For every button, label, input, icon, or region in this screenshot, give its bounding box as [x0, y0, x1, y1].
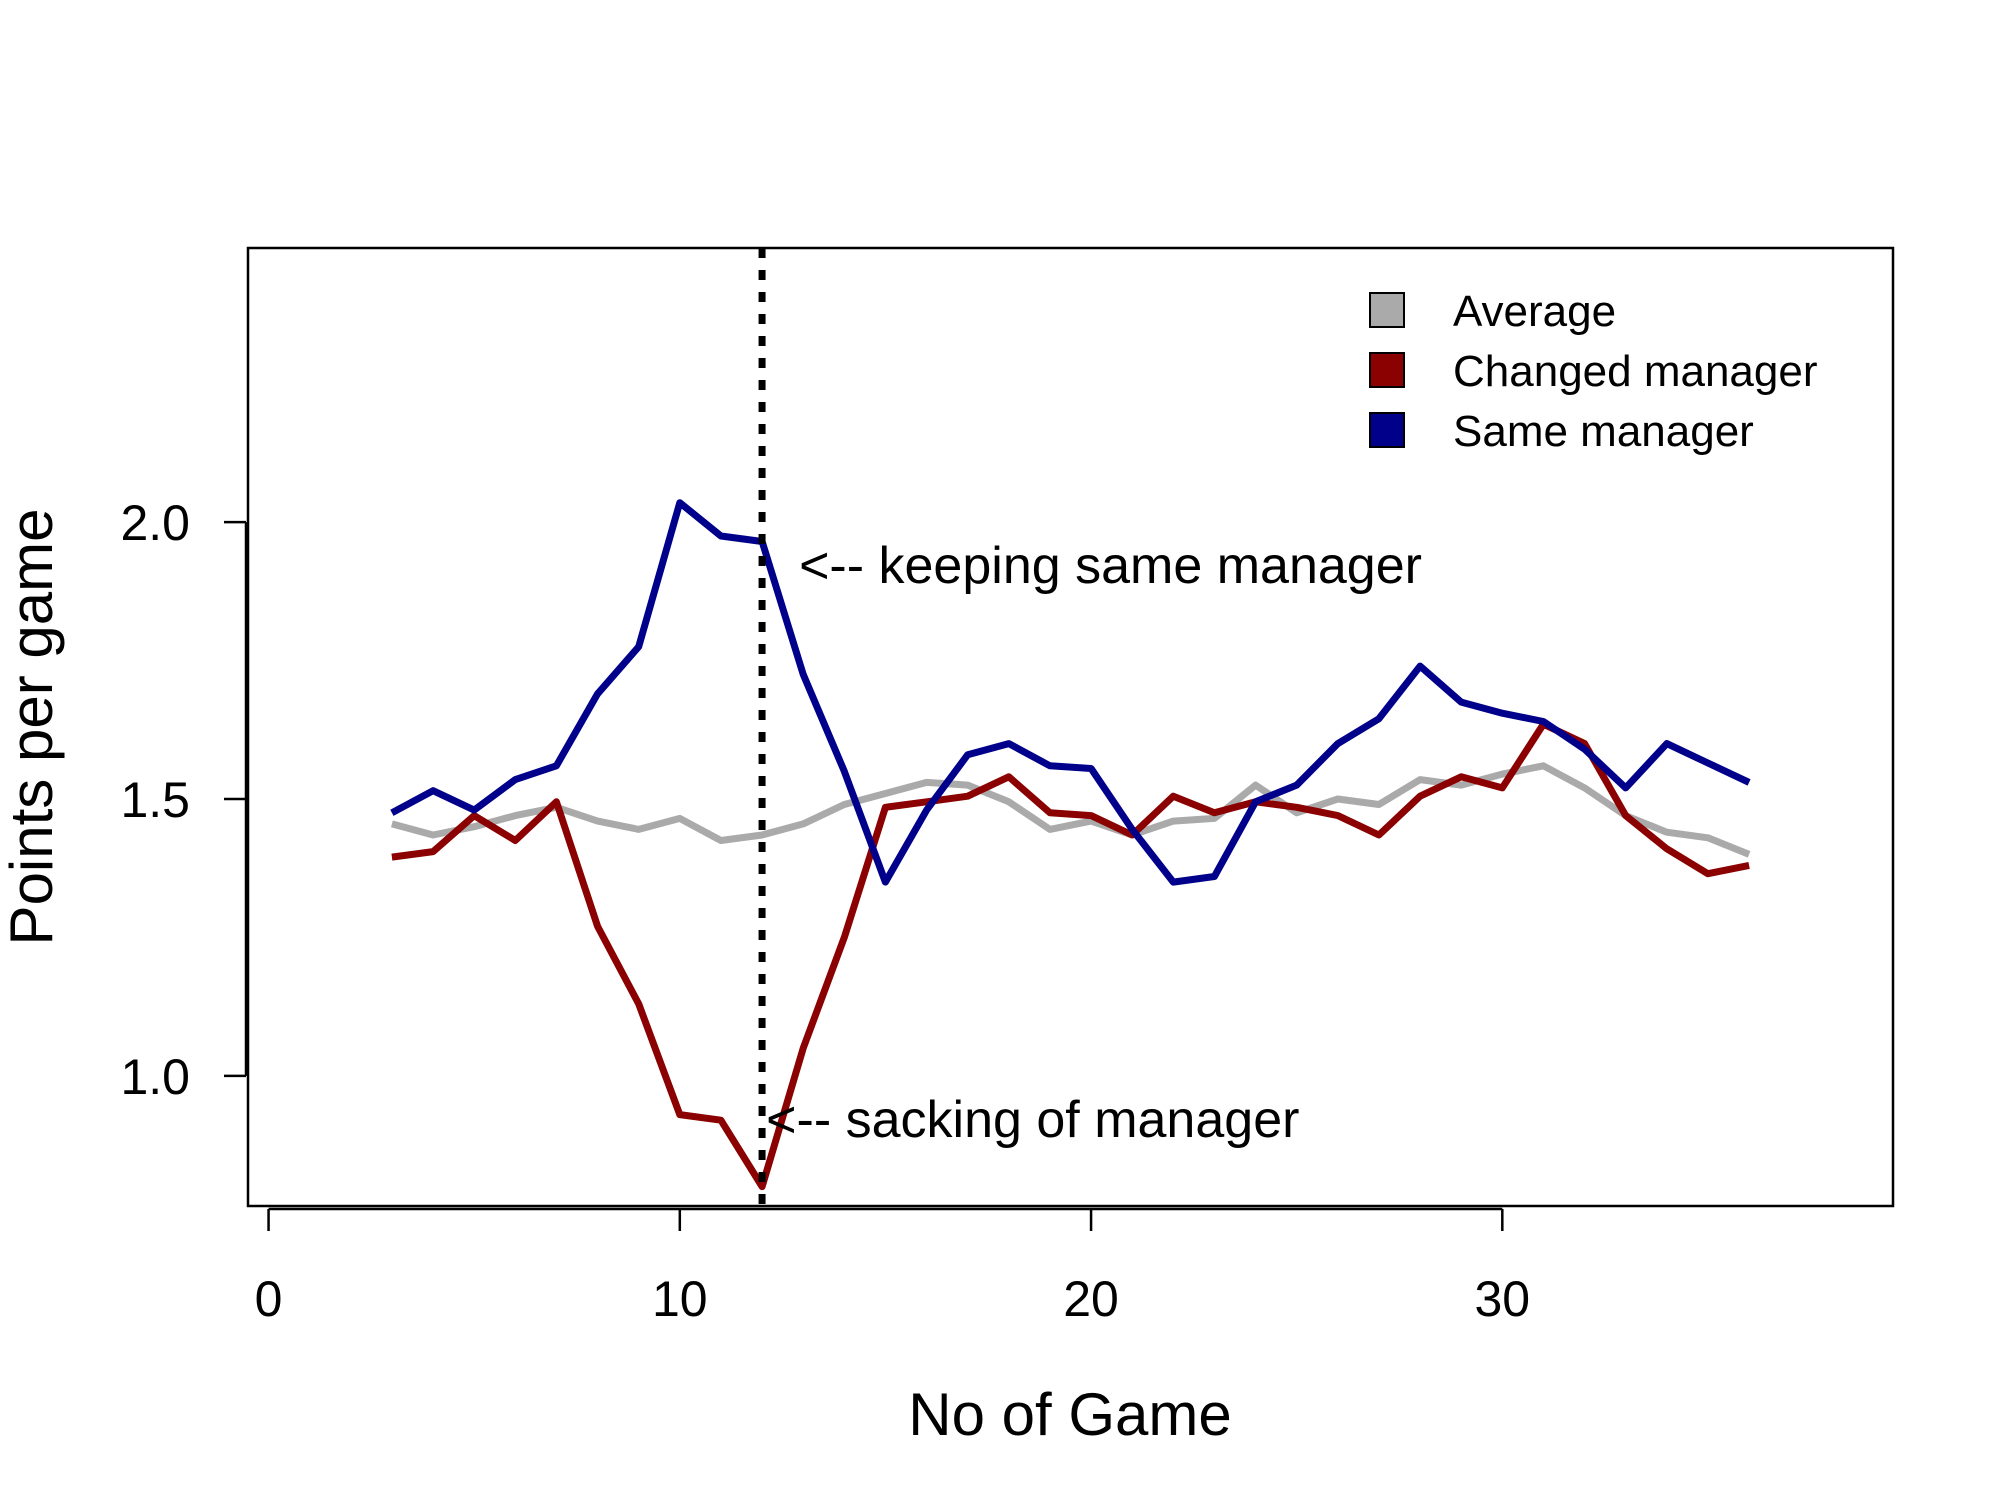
- legend-swatch-same-manager: [1369, 412, 1405, 448]
- series-line-changed-manager: [391, 720, 1750, 1191]
- x-tick-label: 20: [1063, 1271, 1119, 1327]
- annotation-sacking: <-- sacking of manager: [766, 1091, 1299, 1149]
- x-tick-label: 10: [652, 1271, 708, 1327]
- series-line-same-manager: [390, 499, 1751, 886]
- x-tick-label: 0: [255, 1271, 283, 1327]
- y-tick-label: 1.5: [120, 772, 190, 828]
- y-tick-label: 1.0: [120, 1049, 190, 1105]
- annotations: <-- keeping same manager <-- sacking of m…: [766, 537, 1422, 1149]
- series-lines: [390, 499, 1751, 1191]
- y-tick-label: 2.0: [120, 495, 190, 551]
- x-tick-label: 30: [1475, 1271, 1531, 1327]
- legend-label-average: Average: [1453, 287, 1616, 336]
- legend: Average Changed manager Same manager: [1369, 287, 1817, 456]
- legend-swatch-changed-manager: [1369, 352, 1405, 388]
- legend-label-changed-manager: Changed manager: [1453, 347, 1817, 396]
- x-axis-title: No of Game: [908, 1381, 1231, 1448]
- series-line-average: [390, 762, 1751, 858]
- x-axis: 0 10 20 30: [255, 1207, 1531, 1327]
- annotation-keeping: <-- keeping same manager: [799, 537, 1422, 595]
- legend-swatch-average: [1369, 292, 1405, 328]
- legend-label-same-manager: Same manager: [1453, 407, 1754, 456]
- y-axis-title: Points per game: [0, 509, 65, 946]
- y-axis: 1.0 1.5 2.0: [120, 495, 248, 1105]
- plot-frame: [246, 246, 1895, 1208]
